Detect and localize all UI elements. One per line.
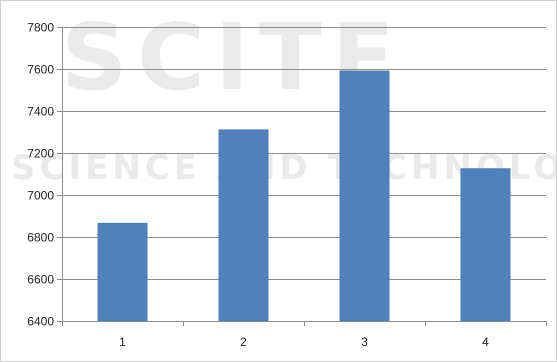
watermark-logo: SCITE — [61, 4, 405, 111]
x-tick-label: 3 — [361, 335, 368, 349]
y-tick-label: 6400 — [27, 315, 54, 329]
bar — [218, 129, 269, 322]
bar — [97, 222, 148, 322]
y-tick-label: 7000 — [27, 189, 54, 203]
y-tick-label: 7200 — [27, 147, 54, 161]
bar — [339, 70, 390, 322]
y-tick-label: 7600 — [27, 63, 54, 77]
y-tick-label: 6600 — [27, 273, 54, 287]
y-tick-label: 6800 — [27, 231, 54, 245]
y-tick-label: 7400 — [27, 105, 54, 119]
x-tick-label: 4 — [482, 335, 489, 349]
x-tick-label: 2 — [240, 335, 247, 349]
watermark: SCITE SCIENCE AND TECHNOLOGY PUBLICATION… — [11, 4, 556, 188]
bars — [97, 70, 511, 322]
tick-labels: 6400 6600 6800 7000 7200 7400 7600 7800 1 2 3 4 — [27, 21, 489, 350]
x-tick-label: 1 — [119, 335, 126, 349]
axes — [57, 27, 547, 326]
y-tick-label: 7800 — [27, 21, 54, 35]
bar — [460, 168, 511, 322]
